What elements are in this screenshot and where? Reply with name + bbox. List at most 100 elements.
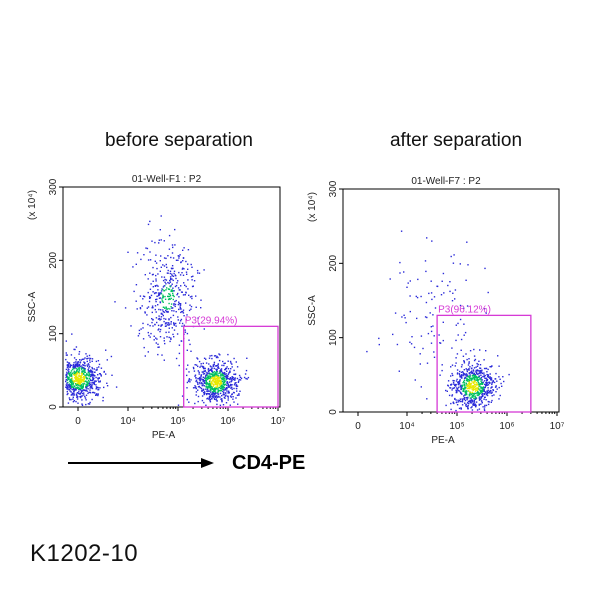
event-dot bbox=[72, 366, 74, 368]
event-dot bbox=[133, 290, 135, 293]
event-dot bbox=[460, 376, 462, 379]
event-dot bbox=[160, 312, 163, 315]
event-dot bbox=[460, 375, 462, 377]
event-dot bbox=[142, 298, 144, 300]
event-dot bbox=[65, 386, 67, 388]
event-dot bbox=[474, 404, 476, 407]
event-dot bbox=[155, 280, 157, 282]
event-dot bbox=[228, 378, 230, 380]
event-dot bbox=[168, 322, 170, 324]
event-dot bbox=[66, 385, 69, 387]
event-dot bbox=[210, 386, 212, 388]
event-dot bbox=[484, 386, 486, 389]
event-dot bbox=[181, 322, 184, 325]
event-dot bbox=[219, 396, 221, 398]
event-dot bbox=[75, 372, 78, 374]
event-dot bbox=[160, 324, 162, 326]
event-dot bbox=[69, 375, 71, 377]
event-dot bbox=[85, 387, 87, 389]
event-dot bbox=[234, 377, 236, 379]
event-dot bbox=[173, 272, 175, 275]
event-dot bbox=[425, 301, 428, 304]
event-dot bbox=[230, 378, 233, 380]
event-dot bbox=[223, 377, 225, 380]
event-dot bbox=[208, 377, 210, 379]
event-dot bbox=[216, 396, 219, 398]
event-dot bbox=[462, 355, 465, 357]
event-dot bbox=[152, 286, 154, 288]
event-dot bbox=[468, 402, 470, 405]
event-dot bbox=[473, 372, 475, 374]
event-dot bbox=[149, 288, 152, 290]
event-dot bbox=[195, 380, 197, 383]
event-dot bbox=[212, 376, 214, 379]
event-dot bbox=[485, 385, 487, 387]
y-tick-label: 300 bbox=[48, 178, 59, 195]
event-dot bbox=[483, 374, 485, 376]
event-dot bbox=[495, 372, 497, 375]
event-dot bbox=[91, 372, 93, 374]
event-dot bbox=[155, 300, 157, 303]
event-dot bbox=[73, 362, 75, 364]
event-dot bbox=[169, 285, 171, 287]
event-dot bbox=[208, 384, 210, 386]
event-dot bbox=[486, 380, 488, 382]
event-dot bbox=[147, 351, 149, 353]
event-dot bbox=[489, 377, 491, 379]
event-dot bbox=[207, 390, 210, 392]
event-dot bbox=[156, 267, 158, 270]
event-dot bbox=[81, 374, 83, 376]
event-dot bbox=[171, 265, 174, 267]
event-dot bbox=[214, 380, 217, 382]
event-dot bbox=[157, 346, 159, 348]
event-dot bbox=[457, 381, 459, 384]
event-dot bbox=[93, 383, 95, 386]
x-tick-label: 10⁵ bbox=[170, 416, 185, 427]
event-dot bbox=[174, 305, 176, 308]
event-dot bbox=[451, 389, 453, 391]
event-dot bbox=[68, 388, 71, 391]
event-dot bbox=[178, 302, 180, 305]
event-dot bbox=[476, 370, 478, 372]
event-dot bbox=[452, 379, 454, 382]
event-dot bbox=[77, 386, 79, 388]
event-dot bbox=[455, 389, 457, 391]
event-dot bbox=[194, 364, 196, 366]
event-dot bbox=[72, 380, 74, 382]
event-dot bbox=[469, 366, 471, 368]
event-dot bbox=[158, 294, 160, 296]
event-dot bbox=[191, 285, 194, 288]
event-dot bbox=[89, 389, 91, 391]
event-dot bbox=[366, 350, 368, 353]
event-dot bbox=[455, 362, 457, 364]
event-dot bbox=[81, 388, 83, 390]
event-dot bbox=[69, 379, 71, 381]
event-dot bbox=[216, 378, 218, 380]
event-dot bbox=[500, 382, 502, 385]
event-dot bbox=[483, 409, 486, 412]
event-dot bbox=[477, 373, 480, 375]
event-dot bbox=[181, 310, 183, 313]
event-dot bbox=[212, 374, 214, 376]
event-dot bbox=[479, 372, 481, 375]
event-dot bbox=[235, 397, 237, 399]
event-dot bbox=[92, 373, 94, 375]
event-dot bbox=[76, 366, 79, 368]
event-dot bbox=[76, 378, 78, 380]
event-dot bbox=[480, 376, 483, 379]
event-dot bbox=[440, 294, 443, 296]
event-dot bbox=[81, 404, 84, 406]
event-dot bbox=[209, 398, 212, 401]
event-dot bbox=[80, 378, 83, 381]
event-dot bbox=[176, 294, 178, 296]
event-dot bbox=[469, 377, 472, 379]
event-dot bbox=[223, 362, 225, 365]
event-dot bbox=[468, 383, 470, 386]
event-dot bbox=[68, 362, 71, 364]
event-dot bbox=[162, 309, 164, 311]
event-dot bbox=[211, 398, 213, 400]
sample-id: K1202-10 bbox=[30, 540, 139, 567]
event-dot bbox=[453, 387, 456, 389]
event-dot bbox=[192, 387, 195, 389]
event-dot bbox=[173, 295, 175, 298]
